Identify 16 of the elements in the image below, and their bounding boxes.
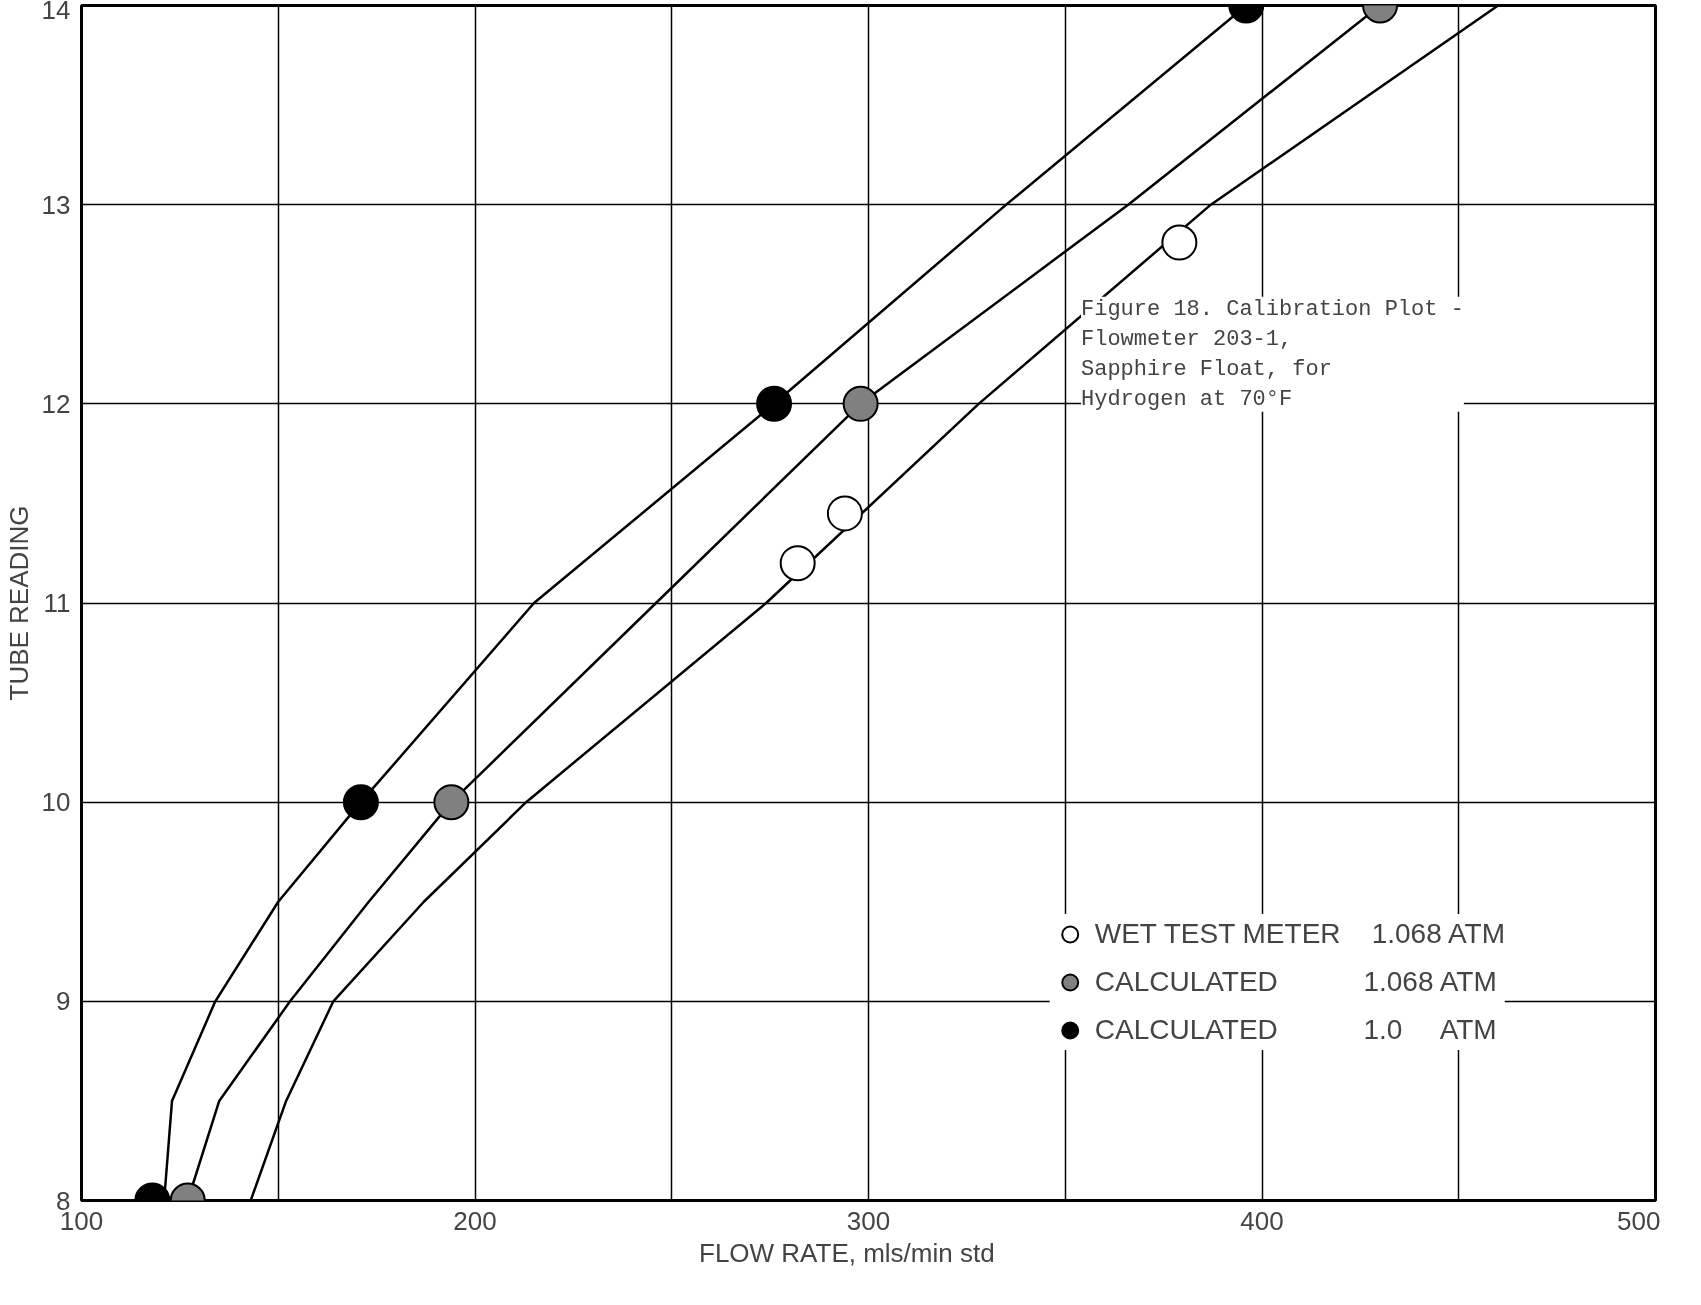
y-tick-label: 9 [56,986,71,1017]
y-tick-label: 12 [41,388,71,419]
y-tick-label: 14 [41,0,71,25]
y-axis-title: TUBE READING [3,505,34,701]
legend-label: WET TEST METER 1.068 ATM [1094,918,1505,950]
y-tick-label: 11 [43,588,71,618]
y-tick-label: 10 [41,787,71,818]
x-axis-title: FLOW RATE, mls/min std [699,1237,995,1268]
x-tick-label: 200 [453,1205,497,1236]
annotation: Figure 18. Calibration Plot - Flowmeter 203-1, Sapphire Float, for Hydrogen at 70°F [1080,296,1464,412]
x-tick-label: 500 [1617,1205,1661,1236]
y-tick-label: 13 [41,189,71,220]
legend-label: CALCULATED 1.068 ATM [1094,966,1497,998]
legend-label: CALCULATED 1.0 ATM [1094,1014,1497,1046]
x-tick-label: 400 [1240,1205,1284,1236]
x-tick-label: 300 [846,1205,891,1236]
